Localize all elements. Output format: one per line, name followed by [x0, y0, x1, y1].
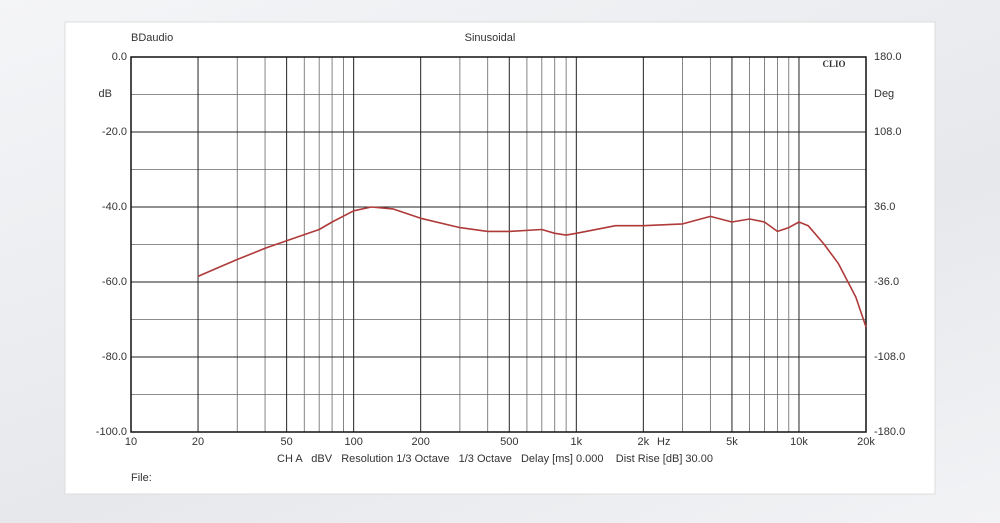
x-tick-label: 10k: [790, 436, 808, 448]
x-tick-label: 200: [412, 436, 430, 448]
logo-box: [810, 58, 858, 71]
brand: BDaudio: [131, 32, 173, 44]
x-tick-label: 20: [192, 436, 204, 448]
x-tick-label: 5k: [726, 436, 738, 448]
x-tick-label: 100: [344, 436, 362, 448]
y2-tick-label: -180.0: [874, 426, 905, 438]
y-tick-label: -100.0: [96, 426, 127, 438]
y-tick-label: -80.0: [102, 351, 127, 363]
response-line: [197, 206, 867, 328]
y2-axis-label: Deg: [874, 88, 894, 100]
y2-tick-label: 108.0: [874, 126, 902, 138]
y2-tick-label: -36.0: [874, 276, 899, 288]
y-axis-label: dB: [99, 88, 112, 100]
x-tick-label: 50: [281, 436, 293, 448]
x-tick-label: 1k: [571, 436, 583, 448]
footer: CH A dBV Resolution 1/3 Octave 1/3 Octav…: [277, 453, 713, 465]
x-tick-label: 10: [125, 436, 137, 448]
y-tick-label: -40.0: [102, 201, 127, 213]
y-tick-label: 0.0: [112, 51, 127, 63]
x-tick-label: 20k: [857, 436, 875, 448]
x-tick-label: 2k: [638, 436, 650, 448]
y-tick-label: -60.0: [102, 276, 127, 288]
logo: CLIO: [822, 59, 845, 69]
x-tick-label: 500: [500, 436, 518, 448]
y2-tick-label: -108.0: [874, 351, 905, 363]
plot-border: [130, 56, 867, 433]
y2-tick-label: 36.0: [874, 201, 895, 213]
x-axis-label: Hz: [657, 436, 670, 448]
y-tick-label: -20.0: [102, 126, 127, 138]
chart-title: Sinusoidal: [465, 32, 516, 44]
file-label: File:: [131, 472, 152, 484]
y2-tick-label: 180.0: [874, 51, 902, 63]
